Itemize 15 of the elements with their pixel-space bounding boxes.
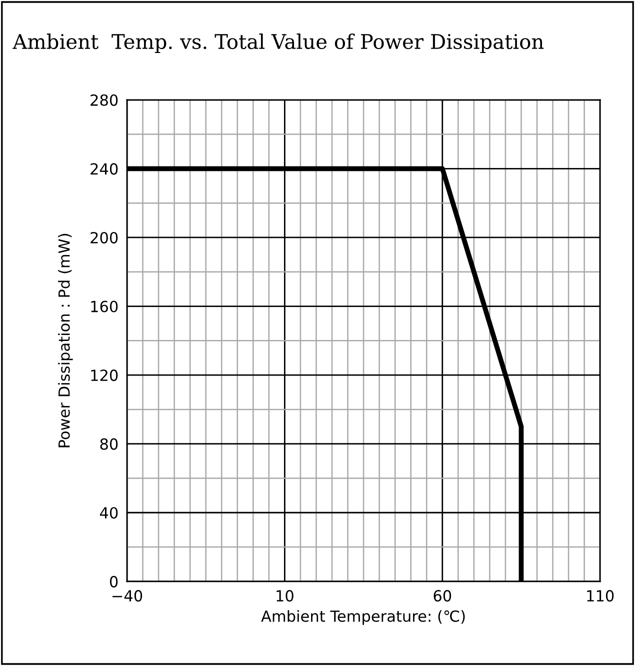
y-tick-label: 0 (110, 576, 118, 588)
x-tick-label: −40 (112, 590, 142, 602)
y-axis-title: Power Dissipation : Pd (mW) (58, 234, 73, 448)
y-tick-label: 160 (91, 300, 118, 312)
y-tick-label: 200 (90, 232, 118, 244)
y-tick-label: 80 (100, 438, 118, 450)
y-tick-label: 240 (90, 163, 118, 175)
x-tick-label: 60 (434, 590, 452, 602)
x-tick-label: 110 (587, 590, 614, 602)
y-tick-label: 40 (100, 507, 118, 519)
x-axis-title: Ambient Temperature: (℃) (261, 610, 465, 625)
y-tick-label: 280 (90, 94, 118, 106)
y-tick-label: 120 (91, 370, 118, 382)
chart-title: Ambient Temp. vs. Total Value of Power Dissipation (12, 34, 544, 54)
x-tick-label: 10 (276, 590, 294, 602)
